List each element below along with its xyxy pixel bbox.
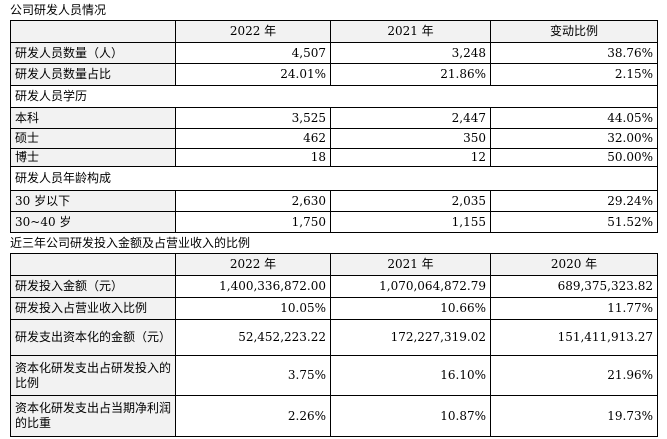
table-cell (10, 20, 176, 43)
table-row: 研发投入占营业收入比例 10.05% 10.66% 11.77% (10, 297, 658, 320)
table-cell: 资本化研发支出占当期净利润的比重 (10, 395, 176, 437)
table-cell: 151,411,913.27 (490, 319, 658, 356)
table-row: 2022 年 2021 年变动比例 (10, 20, 658, 43)
table-cell: 变动比例 (490, 20, 658, 43)
table-cell: 2,630 (175, 190, 331, 212)
table-cell: 1,400,336,872.00 (175, 275, 331, 298)
table-row: 研发人员数量（人） 4,507 3,248 38.76% (10, 42, 658, 64)
table-row: 研发人员年龄构成 (10, 166, 658, 191)
table-cell: 10.87% (330, 395, 491, 437)
table-cell: 172,227,319.02 (330, 319, 491, 356)
table-row: 30 岁以下 2,630 2,035 29.24% (10, 190, 658, 212)
table-row: 2022 年 2021 年 2020 年 (10, 253, 658, 276)
table-row: 研发人员数量占比 24.01% 21.86% 2.15% (10, 63, 658, 86)
table-cell: 462 (175, 128, 331, 149)
table-row: 30~40 岁 1,750 1,155 51.52% (10, 211, 658, 233)
table-cell (10, 253, 176, 276)
table-row: 本科 3,525 2,447 44.05% (10, 107, 658, 129)
table-cell: 38.76% (490, 42, 658, 64)
table-cell: 资本化研发支出占研发投入的比例 (10, 355, 176, 396)
table-cell: 21.86% (330, 63, 491, 86)
table-cell: 研发人员学历 (10, 85, 658, 108)
table-cell: 11.77% (490, 297, 658, 320)
table-cell: 689,375,323.82 (490, 275, 658, 298)
table-row: 研发支出资本化的金额（元） 52,452,223.22 172,227,319.02… (10, 319, 658, 356)
table-cell: 研发人员数量（人） (10, 42, 176, 64)
table-cell: 52,452,223.22 (175, 319, 331, 356)
table-cell: 2021 年 (330, 253, 491, 276)
table-cell: 研发人员数量占比 (10, 63, 176, 86)
section-title: 公司研发人员情况 (10, 3, 107, 17)
table-row: 研发投入金额（元） 1,400,336,872.00 1,070,064,872.7… (10, 275, 658, 298)
table-cell: 2022 年 (175, 20, 331, 43)
table-row: 博士 18 12 50.00% (10, 148, 658, 167)
table-cell: 研发投入金额（元） (10, 275, 176, 298)
table-cell: 19.73% (490, 395, 658, 437)
table-cell: 4,507 (175, 42, 331, 64)
table-row: 研发人员学历 (10, 85, 658, 108)
table-cell: 12 (330, 148, 491, 167)
table-cell: 研发投入占营业收入比例 (10, 297, 176, 320)
table-cell: 研发人员年龄构成 (10, 166, 658, 191)
table: 2022 年 2021 年 2020 年研发投入金额（元） 1,400,336,872… (10, 253, 658, 437)
section-title: 近三年公司研发投入金额及占营业收入的比例 (10, 236, 251, 250)
table-cell: 50.00% (490, 148, 658, 167)
table-cell: 350 (330, 128, 491, 149)
table-cell: 博士 (10, 148, 176, 167)
table-cell: 3,248 (330, 42, 491, 64)
table-cell: 1,070,064,872.79 (330, 275, 491, 298)
table-cell: 1,750 (175, 211, 331, 233)
table-cell: 2022 年 (175, 253, 331, 276)
table-cell: 18 (175, 148, 331, 167)
table-cell: 10.05% (175, 297, 331, 320)
table: 2022 年 2021 年变动比例 研发人员数量（人） 4,507 3,248 38.76… (10, 20, 658, 233)
table-cell: 30 岁以下 (10, 190, 176, 212)
table-cell: 29.24% (490, 190, 658, 212)
table-cell: 2.26% (175, 395, 331, 437)
table-cell: 21.96% (490, 355, 658, 396)
table-cell: 本科 (10, 107, 176, 129)
table-cell: 16.10% (330, 355, 491, 396)
table-cell: 44.05% (490, 107, 658, 129)
table-cell: 51.52% (490, 211, 658, 233)
table-cell: 3.75% (175, 355, 331, 396)
table-cell: 2,035 (330, 190, 491, 212)
table-cell: 2020 年 (490, 253, 658, 276)
table-cell: 30~40 岁 (10, 211, 176, 233)
table-row: 硕士 462 350 32.00% (10, 128, 658, 149)
table-row: 资本化研发支出占当期净利润的比重 2.26% 10.87% 19.73% (10, 395, 658, 437)
table-cell: 3,525 (175, 107, 331, 129)
table-cell: 硕士 (10, 128, 176, 149)
table-row: 资本化研发支出占研发投入的比例 3.75% 16.10% 21.96% (10, 355, 658, 396)
table-cell: 研发支出资本化的金额（元） (10, 319, 176, 356)
table-cell: 10.66% (330, 297, 491, 320)
table-cell: 24.01% (175, 63, 331, 86)
table-cell: 2021 年 (330, 20, 491, 43)
table-cell: 32.00% (490, 128, 658, 149)
table-cell: 2,447 (330, 107, 491, 129)
table-cell: 2.15% (490, 63, 658, 86)
table-cell: 1,155 (330, 211, 491, 233)
